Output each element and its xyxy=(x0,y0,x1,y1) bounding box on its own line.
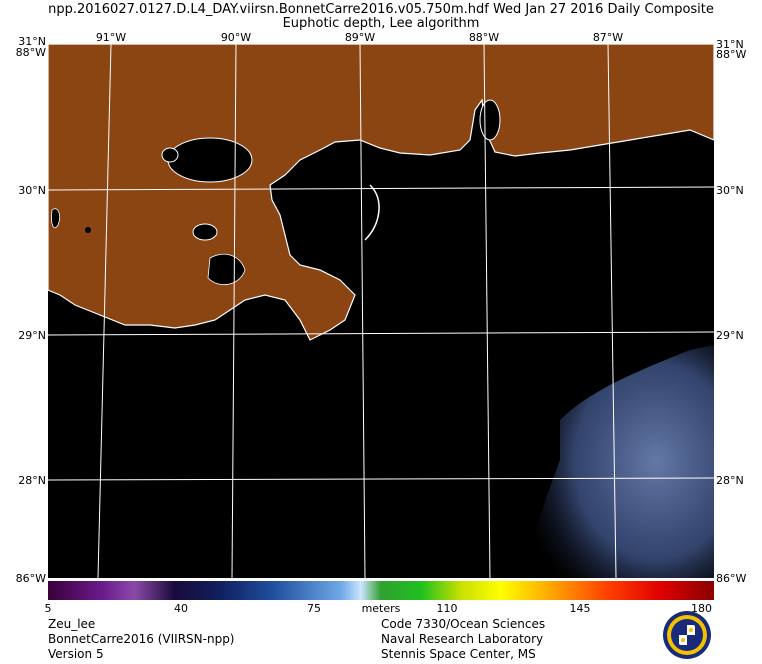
lon-label-90w: 90°W xyxy=(221,31,251,44)
small-lake xyxy=(85,227,91,233)
lon-label-88w: 88°W xyxy=(469,31,499,44)
corner-bottom-left: 86°W xyxy=(16,572,46,585)
corner-mid-right-lon: 88°W xyxy=(716,48,746,61)
lake-salvador xyxy=(192,223,218,241)
colorbar-tick-110: 110 xyxy=(437,602,458,615)
lat-label-30n-right: 30°N xyxy=(716,184,744,197)
colorbar-tick-5: 5 xyxy=(45,602,52,615)
footer-left: Zeu_lee BonnetCarre2016 (VIIRSN-npp) Ver… xyxy=(48,617,235,662)
graticule xyxy=(47,43,715,579)
nrl-seal-icon xyxy=(663,611,711,659)
lake-pontchartrain xyxy=(167,137,253,183)
lon-label-91w: 91°W xyxy=(96,31,126,44)
lake-maurepas xyxy=(161,147,179,163)
footer-lab: Naval Research Laboratory xyxy=(381,632,544,646)
lat-label-28n-left: 28°N xyxy=(18,474,46,487)
lat-label-28n-right: 28°N xyxy=(716,474,744,487)
map-title: npp.2016027.0127.D.L4_DAY.viirsn.BonnetC… xyxy=(48,2,714,17)
footer-version: Version 5 xyxy=(48,647,104,661)
lon-label-89w: 89°W xyxy=(345,31,375,44)
delta-bay xyxy=(207,253,246,286)
colorbar-units: meters xyxy=(362,602,401,615)
footer-right: Code 7330/Ocean Sciences Naval Research … xyxy=(381,617,545,662)
chandeleur-islands xyxy=(364,184,380,241)
footer-code: Code 7330/Ocean Sciences xyxy=(381,617,546,631)
corner-mid-left-lon: 88°W xyxy=(16,46,46,59)
lat-label-29n-left: 29°N xyxy=(18,329,46,342)
colorbar-tick-75: 75 xyxy=(307,602,321,615)
footer-product: Zeu_lee xyxy=(48,617,96,631)
corner-top-right-lat: 31°N xyxy=(716,38,744,51)
corner-top-left-lat: 31°N xyxy=(18,35,46,48)
colorbar-tick-40: 40 xyxy=(174,602,188,615)
mobile-bay xyxy=(479,99,501,141)
map-subtitle: Euphotic depth, Lee algorithm xyxy=(282,16,480,31)
ocean-bloom-region xyxy=(520,345,714,578)
corner-bottom-right: 86°W xyxy=(716,572,746,585)
footer-location: Stennis Space Center, MS xyxy=(381,647,536,661)
lat-label-30n-left: 30°N xyxy=(18,184,46,197)
footer-dataset: BonnetCarre2016 (VIIRSN-npp) xyxy=(48,632,235,646)
colorbar xyxy=(48,581,714,600)
colorbar-tick-180: 180 xyxy=(691,602,712,615)
lake-west xyxy=(51,208,60,229)
lon-label-87w: 87°W xyxy=(593,31,623,44)
colorbar-tick-145: 145 xyxy=(570,602,591,615)
lat-label-29n-right: 29°N xyxy=(716,329,744,342)
